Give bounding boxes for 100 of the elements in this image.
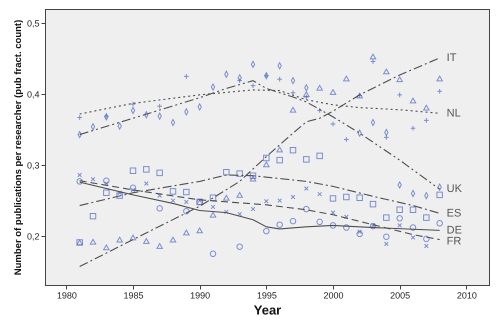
point [143, 166, 150, 173]
point [357, 229, 362, 234]
point [410, 224, 416, 231]
point [90, 212, 96, 220]
point [317, 192, 322, 197]
point [250, 176, 256, 182]
point [423, 236, 430, 242]
point [156, 205, 163, 212]
point [356, 230, 363, 238]
point [383, 234, 390, 240]
point [276, 156, 283, 164]
y-tick-label: 0,3 [26, 160, 40, 171]
x-tick-label: 2010 [456, 290, 477, 300]
point [410, 235, 416, 240]
point [197, 198, 202, 203]
point [210, 204, 216, 210]
point [330, 210, 336, 216]
x-tick-label: 1980 [56, 290, 77, 300]
series-label: FR [446, 235, 462, 248]
point [210, 194, 216, 201]
point [423, 104, 430, 110]
point [130, 234, 136, 240]
y-tick-label: 0,2 [26, 232, 40, 242]
point [423, 214, 430, 221]
point [183, 230, 190, 236]
point [103, 244, 110, 250]
point [170, 188, 176, 195]
point [396, 206, 403, 214]
point [76, 178, 83, 185]
point [250, 206, 256, 212]
point [103, 190, 110, 196]
point [277, 198, 282, 203]
point [104, 181, 109, 186]
point [236, 192, 243, 198]
point [397, 223, 402, 228]
point [157, 193, 162, 198]
point [156, 170, 163, 176]
series-label: ES [446, 207, 462, 220]
point [143, 238, 150, 244]
x-tick-label: 1985 [123, 290, 144, 300]
point [116, 236, 123, 242]
y-tick-label: 0,5 [26, 18, 40, 29]
point [223, 194, 230, 201]
point [370, 54, 376, 60]
point [90, 238, 96, 245]
point [236, 170, 243, 177]
point [184, 200, 189, 204]
point [183, 188, 190, 196]
point [424, 244, 429, 248]
point [117, 190, 122, 196]
point [410, 206, 416, 214]
point [330, 89, 336, 95]
y-axis-title: Number of publications per researcher (pub fract. count) [12, 20, 24, 276]
point [144, 181, 149, 186]
line-series [79, 57, 440, 268]
point [343, 194, 350, 200]
point [330, 222, 336, 229]
point [410, 98, 416, 104]
point [236, 243, 243, 250]
point [210, 250, 216, 258]
point [210, 212, 216, 218]
point [263, 154, 270, 162]
x-tick-label: 1990 [190, 290, 210, 300]
point [330, 195, 336, 202]
point [196, 227, 203, 234]
point [290, 218, 296, 224]
point [290, 146, 296, 154]
point [237, 212, 242, 216]
series-label: NL [446, 107, 461, 120]
point [264, 198, 269, 204]
point [316, 218, 323, 226]
point [436, 76, 443, 82]
point [224, 210, 229, 214]
point [116, 192, 123, 199]
x-tick-label: 1995 [256, 290, 277, 300]
point [276, 221, 283, 228]
point [223, 168, 230, 176]
point [396, 215, 403, 222]
point [343, 76, 350, 82]
point [263, 162, 270, 168]
point [343, 224, 350, 231]
x-tick-label: 2005 [390, 290, 410, 300]
point [103, 177, 110, 184]
point [316, 152, 323, 160]
point [396, 76, 403, 82]
point [383, 68, 390, 74]
point [130, 184, 136, 192]
point [130, 168, 136, 174]
point [290, 194, 296, 200]
point [290, 106, 296, 113]
series-label: IT [446, 52, 457, 64]
point [263, 228, 270, 234]
point [303, 91, 310, 98]
x-tick-label: 2000 [323, 290, 344, 300]
point [370, 200, 376, 208]
point [90, 176, 96, 182]
point [170, 198, 176, 203]
point [303, 156, 310, 163]
series-label: UK [446, 183, 463, 196]
point [303, 206, 310, 212]
